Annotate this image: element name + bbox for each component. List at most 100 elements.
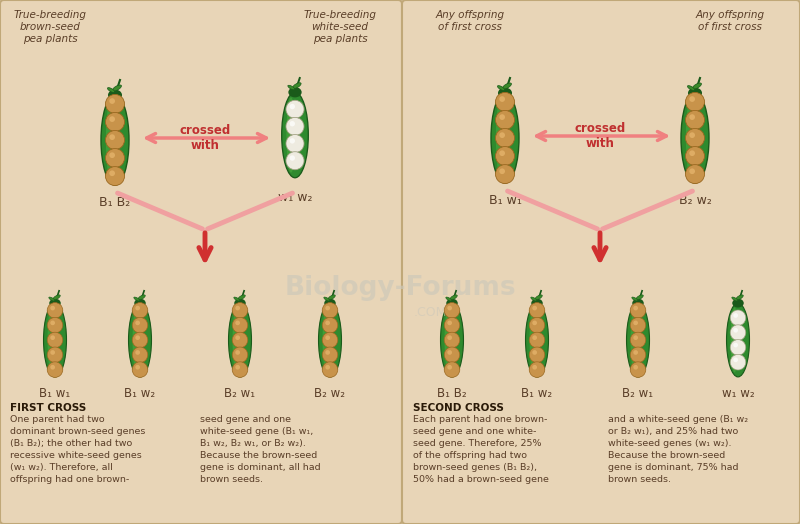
Ellipse shape bbox=[498, 88, 512, 99]
Text: crossed
with: crossed with bbox=[179, 124, 230, 152]
Text: of first cross: of first cross bbox=[438, 22, 502, 32]
Circle shape bbox=[235, 365, 240, 369]
Ellipse shape bbox=[50, 299, 61, 308]
Text: Biology-Forums: Biology-Forums bbox=[284, 275, 516, 301]
Ellipse shape bbox=[234, 297, 240, 301]
Circle shape bbox=[235, 305, 240, 310]
Ellipse shape bbox=[282, 92, 308, 178]
Circle shape bbox=[232, 362, 248, 377]
Circle shape bbox=[499, 96, 505, 102]
Circle shape bbox=[447, 321, 452, 325]
Text: Any offspring: Any offspring bbox=[435, 10, 505, 20]
Circle shape bbox=[634, 321, 638, 325]
Circle shape bbox=[235, 335, 240, 340]
Text: crossed
with: crossed with bbox=[574, 122, 626, 150]
Circle shape bbox=[532, 350, 537, 355]
Text: B₂ w₂: B₂ w₂ bbox=[678, 194, 711, 207]
Ellipse shape bbox=[687, 85, 694, 90]
Circle shape bbox=[634, 335, 638, 340]
Ellipse shape bbox=[138, 295, 146, 300]
Circle shape bbox=[286, 135, 304, 152]
Text: True-breeding: True-breeding bbox=[14, 10, 86, 20]
Circle shape bbox=[532, 365, 537, 369]
Text: SECOND CROSS: SECOND CROSS bbox=[413, 403, 504, 413]
Circle shape bbox=[734, 313, 738, 318]
Circle shape bbox=[132, 332, 148, 348]
Circle shape bbox=[447, 365, 452, 369]
Ellipse shape bbox=[53, 295, 60, 300]
Circle shape bbox=[47, 362, 62, 377]
Ellipse shape bbox=[293, 83, 301, 89]
Ellipse shape bbox=[630, 308, 638, 373]
Circle shape bbox=[286, 100, 304, 118]
Circle shape bbox=[135, 350, 140, 355]
Text: pea plants: pea plants bbox=[22, 34, 78, 44]
Circle shape bbox=[110, 170, 115, 176]
Ellipse shape bbox=[526, 303, 549, 377]
Circle shape bbox=[232, 302, 248, 318]
Circle shape bbox=[532, 321, 537, 325]
Ellipse shape bbox=[328, 295, 335, 300]
Circle shape bbox=[630, 318, 646, 333]
Circle shape bbox=[686, 165, 705, 183]
Text: white-seed: white-seed bbox=[311, 22, 369, 32]
Circle shape bbox=[322, 347, 338, 363]
Circle shape bbox=[730, 325, 746, 341]
Circle shape bbox=[322, 318, 338, 333]
Ellipse shape bbox=[49, 297, 54, 301]
Circle shape bbox=[734, 343, 738, 347]
Ellipse shape bbox=[530, 308, 538, 373]
Circle shape bbox=[50, 305, 55, 310]
Ellipse shape bbox=[446, 299, 458, 308]
Circle shape bbox=[110, 116, 115, 122]
Circle shape bbox=[690, 168, 695, 174]
Circle shape bbox=[530, 318, 545, 333]
Text: B₂ w₁: B₂ w₁ bbox=[225, 387, 255, 400]
Circle shape bbox=[499, 132, 505, 138]
Text: B₁ B₂: B₁ B₂ bbox=[437, 387, 467, 400]
Circle shape bbox=[322, 362, 338, 377]
Ellipse shape bbox=[47, 308, 55, 373]
Ellipse shape bbox=[446, 297, 452, 301]
Ellipse shape bbox=[726, 303, 750, 377]
Circle shape bbox=[530, 332, 545, 348]
Circle shape bbox=[50, 321, 55, 325]
Circle shape bbox=[495, 111, 514, 129]
Ellipse shape bbox=[229, 303, 251, 377]
Ellipse shape bbox=[732, 297, 738, 301]
Circle shape bbox=[106, 167, 125, 185]
Circle shape bbox=[132, 318, 148, 333]
Text: Any offspring: Any offspring bbox=[695, 10, 765, 20]
Ellipse shape bbox=[736, 295, 743, 300]
Circle shape bbox=[686, 111, 705, 129]
Circle shape bbox=[499, 114, 505, 120]
Circle shape bbox=[495, 92, 514, 112]
Ellipse shape bbox=[318, 303, 342, 377]
Circle shape bbox=[235, 321, 240, 325]
Ellipse shape bbox=[681, 93, 709, 183]
Ellipse shape bbox=[693, 83, 702, 89]
Circle shape bbox=[634, 305, 638, 310]
Circle shape bbox=[326, 365, 330, 369]
Ellipse shape bbox=[134, 297, 140, 301]
Ellipse shape bbox=[106, 101, 116, 180]
Ellipse shape bbox=[626, 303, 650, 377]
Circle shape bbox=[50, 335, 55, 340]
Text: w₁ w₂: w₁ w₂ bbox=[722, 387, 754, 400]
Ellipse shape bbox=[441, 303, 463, 377]
Circle shape bbox=[326, 350, 330, 355]
Ellipse shape bbox=[322, 308, 330, 373]
Circle shape bbox=[530, 362, 545, 377]
Text: seed gene and one
white-seed gene (B₁ w₁,
B₁ w₂, B₂ w₁, or B₂ w₂).
Because the b: seed gene and one white-seed gene (B₁ w₁… bbox=[200, 415, 321, 484]
Circle shape bbox=[322, 302, 338, 318]
Ellipse shape bbox=[129, 303, 151, 377]
Circle shape bbox=[235, 350, 240, 355]
Circle shape bbox=[634, 350, 638, 355]
Ellipse shape bbox=[496, 99, 506, 178]
Circle shape bbox=[106, 113, 125, 132]
Ellipse shape bbox=[43, 303, 66, 377]
Circle shape bbox=[232, 318, 248, 333]
Circle shape bbox=[495, 147, 514, 166]
Text: of first cross: of first cross bbox=[698, 22, 762, 32]
Text: .COM: .COM bbox=[414, 305, 446, 319]
